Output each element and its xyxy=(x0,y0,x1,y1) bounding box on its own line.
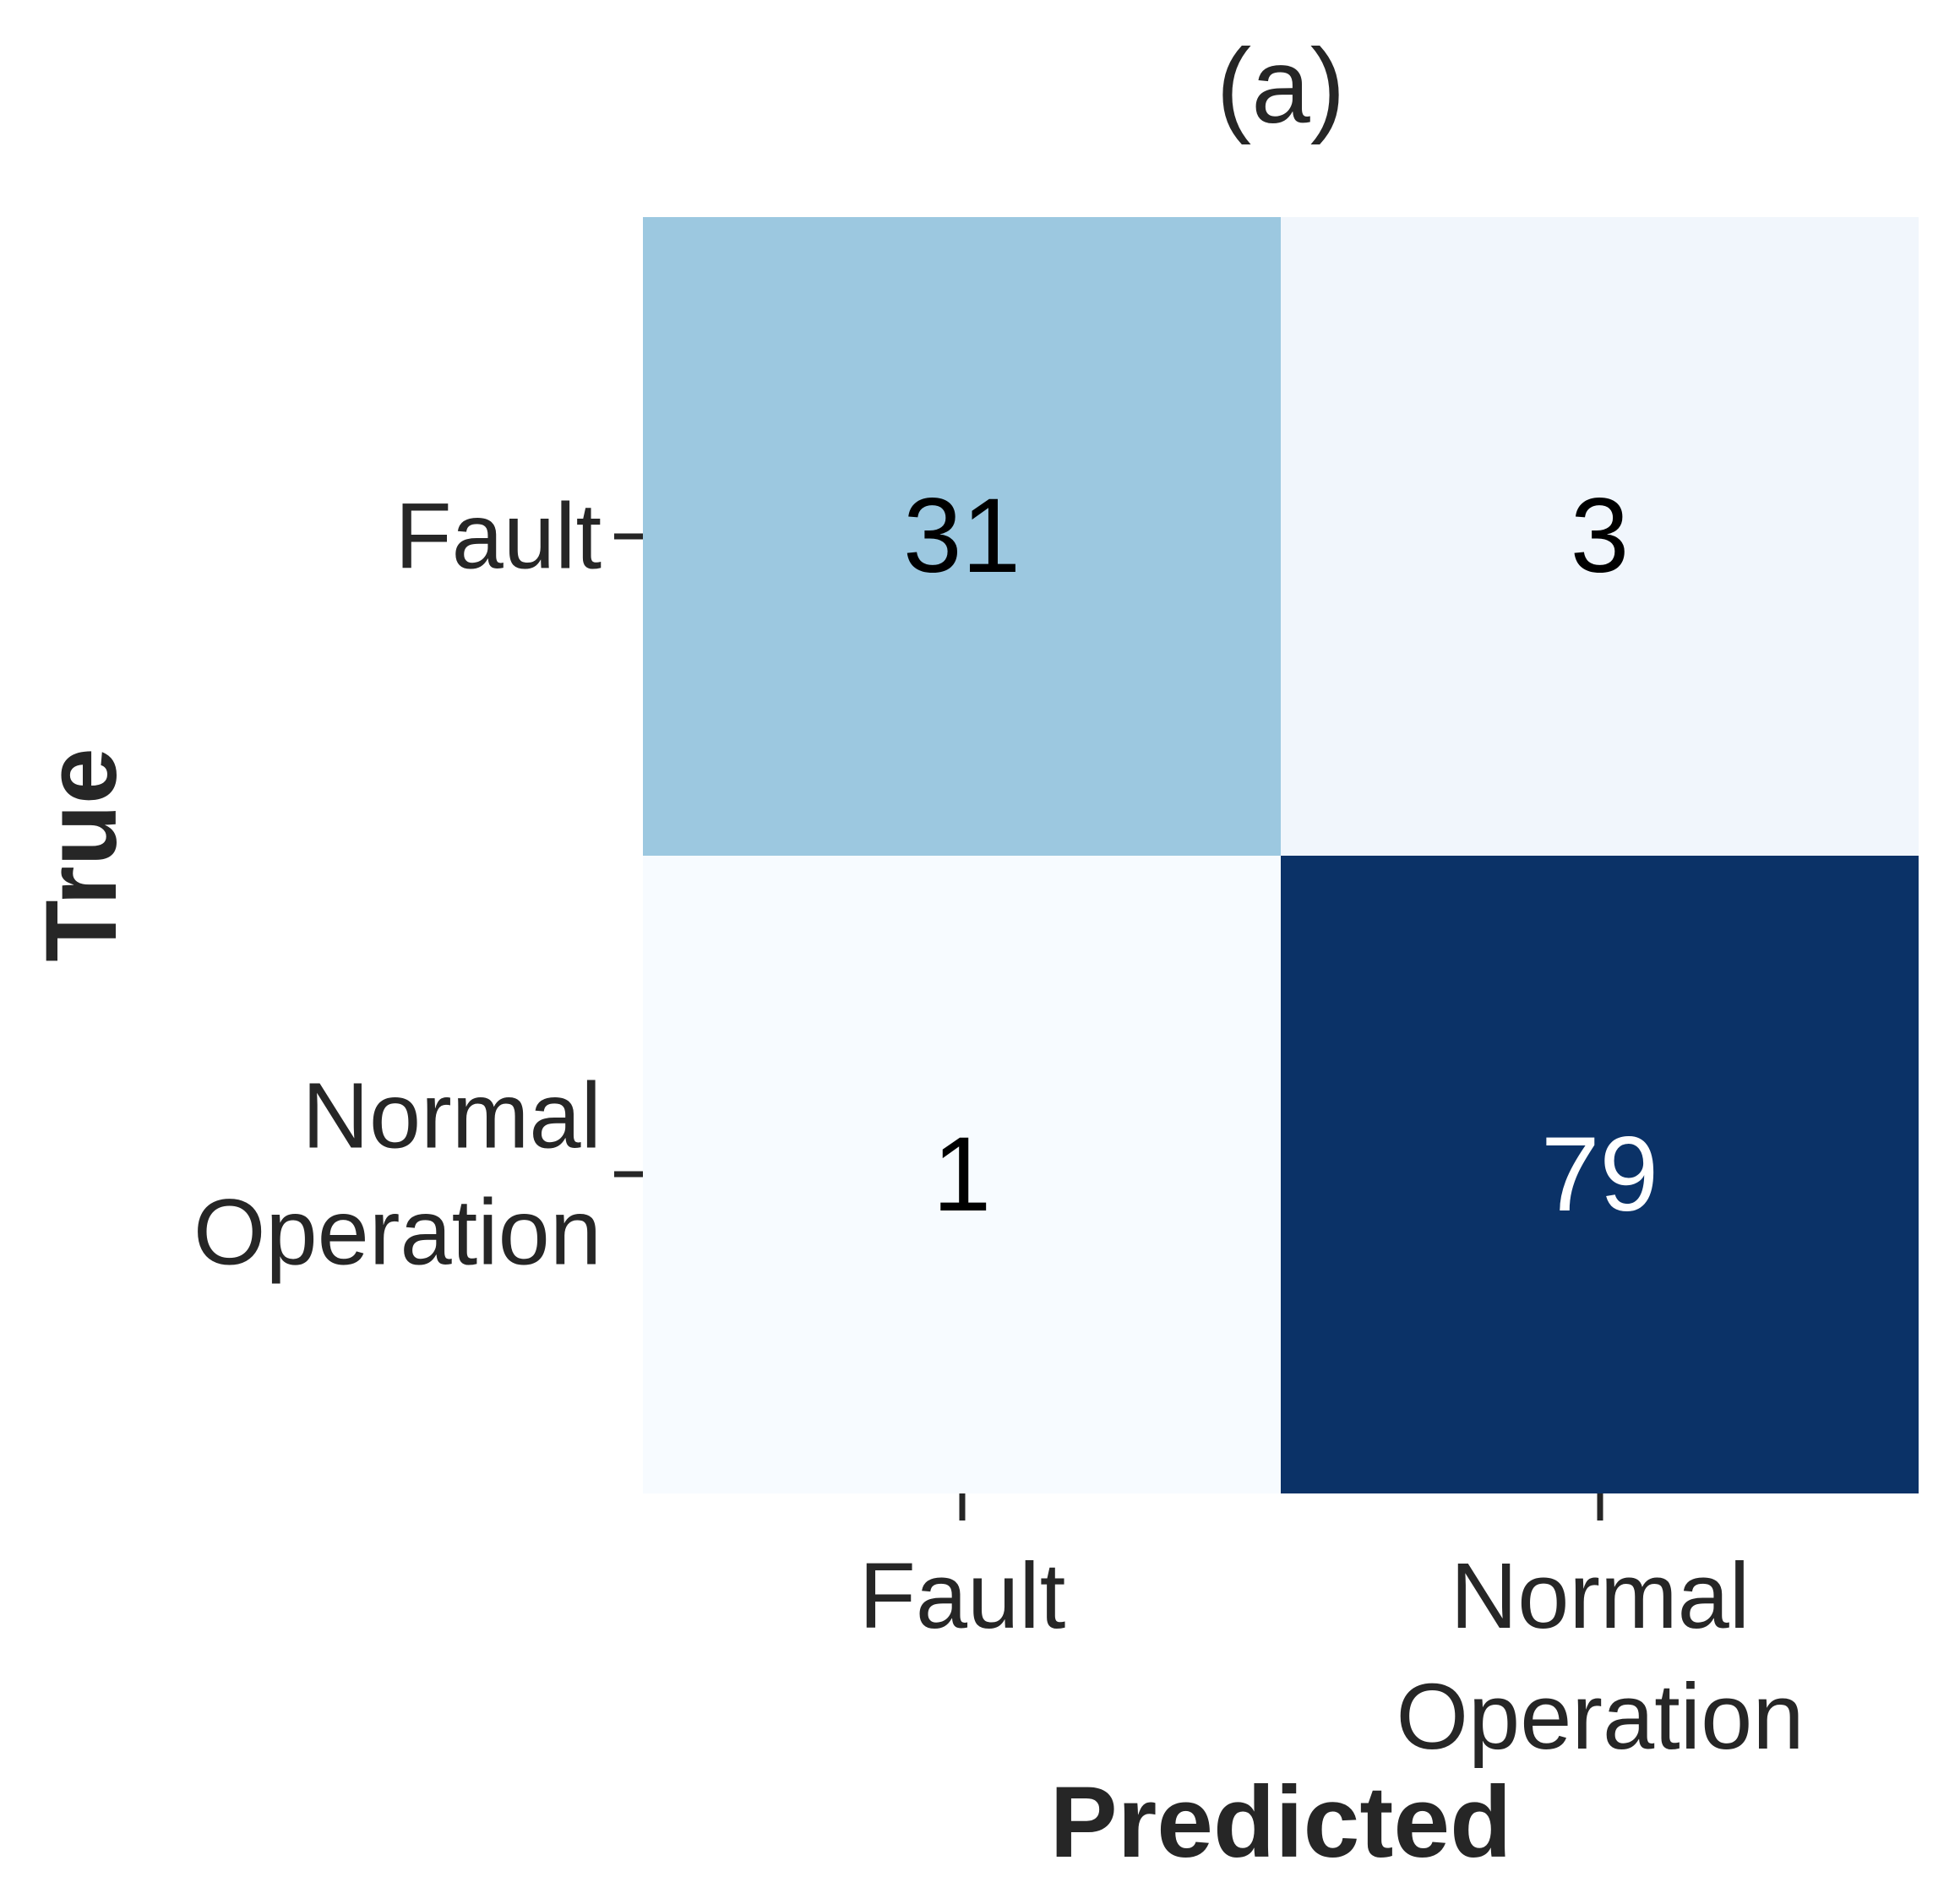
x-tick-label-normal-operation: Normal Operation xyxy=(1396,1544,1805,1769)
y-axis-label: True xyxy=(24,748,138,962)
chart-title: (a) xyxy=(1216,28,1346,145)
heatmap-cell-true-normal-pred-fault: 1 xyxy=(643,855,1281,1493)
y-tick-mark-normal-operation xyxy=(614,1171,643,1178)
cell-value: 79 xyxy=(1540,1115,1659,1233)
x-tick-mark-fault xyxy=(959,1493,966,1520)
y-tick-mark-fault xyxy=(614,533,643,540)
y-tick-label-normal-operation: Normal Operation xyxy=(193,1064,602,1285)
heatmap-cell-true-normal-pred-normal: 79 xyxy=(1281,855,1919,1493)
y-tick-label-fault: Fault xyxy=(395,484,602,589)
heatmap-cell-true-fault-pred-fault: 31 xyxy=(643,217,1281,856)
heatmap-grid: 31 3 1 79 xyxy=(643,217,1919,1493)
heatmap-cell-true-fault-pred-normal: 3 xyxy=(1281,217,1919,856)
cell-value: 31 xyxy=(902,477,1021,596)
x-tick-mark-normal-operation xyxy=(1597,1493,1603,1520)
x-axis-label: Predicted xyxy=(1049,1765,1512,1879)
x-tick-label-fault: Fault xyxy=(858,1544,1066,1648)
cell-value: 1 xyxy=(932,1115,992,1233)
cell-value: 3 xyxy=(1570,477,1630,596)
